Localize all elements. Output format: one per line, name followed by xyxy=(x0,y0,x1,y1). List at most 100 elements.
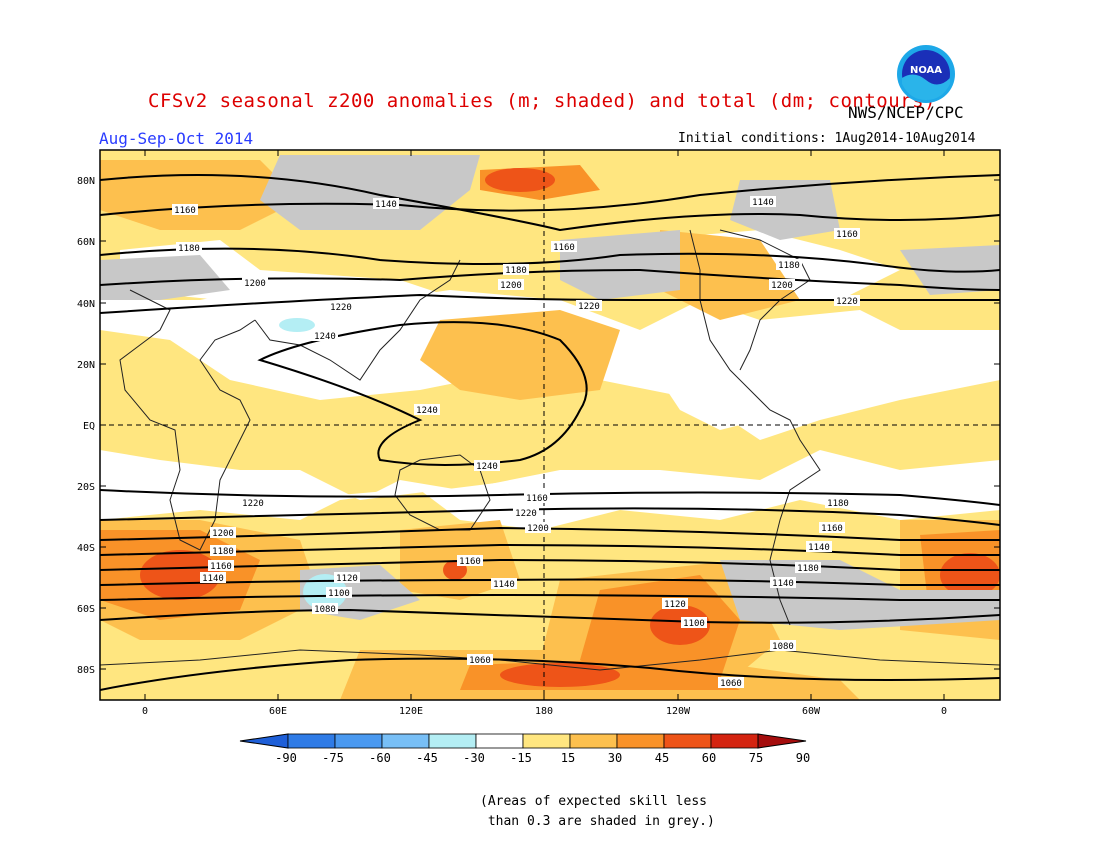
svg-text:1160: 1160 xyxy=(526,494,548,504)
initial-conditions-label: Initial conditions: 1Aug2014-10Aug2014 xyxy=(678,131,976,146)
colorbar-box xyxy=(475,733,524,749)
svg-text:1140: 1140 xyxy=(772,579,794,589)
contour-label: 1220 xyxy=(328,301,354,313)
contour-labels: 1160 1180 1200 1220 1240 1140 1160 1180 … xyxy=(172,196,860,689)
svg-text:1180: 1180 xyxy=(797,564,819,574)
lat-label: 40N xyxy=(77,299,95,310)
svg-text:1200: 1200 xyxy=(500,281,522,291)
contour-label: 1180 xyxy=(176,242,202,254)
contour-label: 1200 xyxy=(769,279,795,291)
contour-label: 1120 xyxy=(662,598,688,610)
contour-label: 1140 xyxy=(770,577,796,589)
colorbar-box xyxy=(428,733,477,749)
contour-label: 1180 xyxy=(503,264,529,276)
logo-text: NOAA xyxy=(910,65,942,76)
contour-label: 1080 xyxy=(312,603,338,615)
lon-label: 120E xyxy=(399,706,423,717)
contour-label: 1240 xyxy=(474,460,500,472)
svg-text:1140: 1140 xyxy=(808,543,830,553)
colorbar-tick-label: 15 xyxy=(561,751,575,765)
contour-label: 1220 xyxy=(513,507,539,519)
colorbar-box xyxy=(522,733,571,749)
colorbar-box xyxy=(710,733,759,749)
svg-text:1140: 1140 xyxy=(493,580,515,590)
svg-text:1240: 1240 xyxy=(476,462,498,472)
contour-label: 1100 xyxy=(681,617,707,629)
lat-label: 60N xyxy=(77,237,95,248)
svg-text:1220: 1220 xyxy=(330,303,352,313)
colorbar-box xyxy=(287,733,336,749)
svg-text:1100: 1100 xyxy=(683,619,705,629)
contour-label: 1120 xyxy=(334,572,360,584)
colorbar-tick-label: -15 xyxy=(510,751,532,765)
svg-text:1200: 1200 xyxy=(244,279,266,289)
lon-label: 0 xyxy=(941,706,947,717)
contour-label: 1240 xyxy=(312,330,338,342)
svg-text:1160: 1160 xyxy=(821,524,843,534)
svg-text:1120: 1120 xyxy=(336,574,358,584)
contour-label: 1140 xyxy=(491,578,517,590)
svg-text:1160: 1160 xyxy=(174,206,196,216)
lon-axis: 0 60E 120E 180 120W 60W 0 xyxy=(142,706,947,717)
svg-text:1080: 1080 xyxy=(314,605,336,615)
colorbar-tick-label: 75 xyxy=(749,751,763,765)
contour-label: 1220 xyxy=(834,295,860,307)
lat-label: 40S xyxy=(77,543,95,554)
lon-label: 120W xyxy=(666,706,691,717)
contour-label: 1140 xyxy=(373,198,399,210)
svg-text:1160: 1160 xyxy=(210,562,232,572)
svg-text:1060: 1060 xyxy=(720,679,742,689)
colorbar-tick-label: -75 xyxy=(322,751,344,765)
colorbar-tick-label: 60 xyxy=(702,751,716,765)
colorbar-tick-label: 30 xyxy=(608,751,622,765)
svg-text:1080: 1080 xyxy=(772,642,794,652)
contour-lines xyxy=(100,174,1000,691)
lon-label: 60E xyxy=(269,706,287,717)
contour-label: 1160 xyxy=(551,241,577,253)
colorbar-box xyxy=(569,733,618,749)
contour-label: 1240 xyxy=(414,404,440,416)
svg-text:1060: 1060 xyxy=(469,656,491,666)
contour-label: 1060 xyxy=(718,677,744,689)
svg-text:1140: 1140 xyxy=(202,574,224,584)
svg-text:1160: 1160 xyxy=(553,243,575,253)
contour-label: 1160 xyxy=(208,560,234,572)
contour-label: 1180 xyxy=(210,545,236,557)
lon-ticks xyxy=(144,150,945,700)
svg-text:1140: 1140 xyxy=(375,200,397,210)
svg-text:1180: 1180 xyxy=(505,266,527,276)
svg-text:1200: 1200 xyxy=(771,281,793,291)
svg-text:1200: 1200 xyxy=(212,529,234,539)
svg-text:1100: 1100 xyxy=(328,589,350,599)
colorbar-tick-label: -90 xyxy=(275,751,297,765)
lat-label: 60S xyxy=(77,604,95,615)
colorbar-arrow-right xyxy=(757,733,807,749)
colorbar-box xyxy=(334,733,383,749)
contour-label: 1160 xyxy=(524,492,550,504)
agency-label: NWS/NCEP/CPC xyxy=(848,103,964,122)
lat-label: 80S xyxy=(77,665,95,676)
contour-label: 1140 xyxy=(200,572,226,584)
lat-ticks xyxy=(100,179,1000,670)
svg-text:1240: 1240 xyxy=(416,406,438,416)
contour-label: 1160 xyxy=(819,522,845,534)
svg-text:1220: 1220 xyxy=(578,302,600,312)
contour-label: 1200 xyxy=(525,522,551,534)
noaa-logo-icon: NOAA xyxy=(897,45,955,103)
colorbar-arrow-left xyxy=(239,733,289,749)
contour-label: 1220 xyxy=(240,497,266,509)
footnote: (Areas of expected skill less than 0.3 a… xyxy=(480,794,715,829)
contour-label: 1200 xyxy=(498,279,524,291)
lat-label: EQ xyxy=(83,421,95,432)
svg-text:1160: 1160 xyxy=(459,557,481,567)
season-label: Aug-Sep-Oct 2014 xyxy=(99,129,254,148)
lon-label: 180 xyxy=(535,706,553,717)
contour-label: 1100 xyxy=(326,587,352,599)
page-title: CFSv2 seasonal z200 anomalies (m; shaded… xyxy=(148,90,936,112)
contour-label: 1200 xyxy=(242,277,268,289)
colorbar-box xyxy=(381,733,430,749)
contour-label: 1180 xyxy=(776,259,802,271)
colorbar-tick-label: -60 xyxy=(369,751,391,765)
